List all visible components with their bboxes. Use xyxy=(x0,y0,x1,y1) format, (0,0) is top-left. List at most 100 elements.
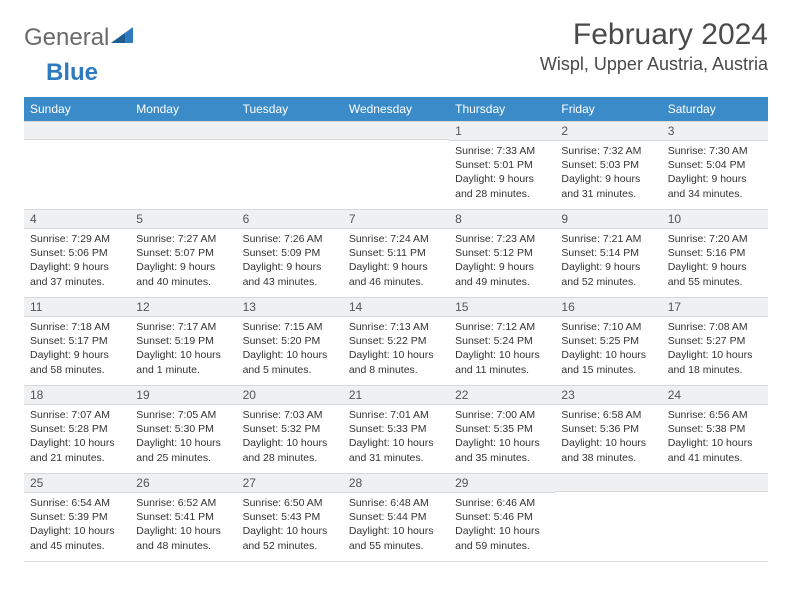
calendar-cell xyxy=(555,474,661,562)
day-detail-line: Sunrise: 7:30 AM xyxy=(668,144,762,158)
day-detail-line: Daylight: 9 hours and 31 minutes. xyxy=(561,172,655,200)
month-title: February 2024 xyxy=(540,18,768,52)
dayhdr-tue: Tuesday xyxy=(237,97,343,122)
day-detail-line: Daylight: 10 hours and 5 minutes. xyxy=(243,348,337,376)
day-detail-line: Daylight: 9 hours and 46 minutes. xyxy=(349,260,443,288)
day-detail-line: Sunrise: 7:12 AM xyxy=(455,320,549,334)
day-detail-line: Daylight: 10 hours and 45 minutes. xyxy=(30,524,124,552)
calendar-cell: 28Sunrise: 6:48 AMSunset: 5:44 PMDayligh… xyxy=(343,474,449,562)
day-detail-line: Daylight: 10 hours and 48 minutes. xyxy=(136,524,230,552)
day-details: Sunrise: 6:56 AMSunset: 5:38 PMDaylight:… xyxy=(662,405,768,469)
day-details: Sunrise: 7:05 AMSunset: 5:30 PMDaylight:… xyxy=(130,405,236,469)
day-details: Sunrise: 6:48 AMSunset: 5:44 PMDaylight:… xyxy=(343,493,449,557)
day-number xyxy=(24,122,130,140)
day-number: 24 xyxy=(662,386,768,405)
day-details: Sunrise: 6:54 AMSunset: 5:39 PMDaylight:… xyxy=(24,493,130,557)
day-detail-line: Sunrise: 6:50 AM xyxy=(243,496,337,510)
calendar-cell xyxy=(130,122,236,210)
day-number: 5 xyxy=(130,210,236,229)
day-detail-line: Sunset: 5:19 PM xyxy=(136,334,230,348)
calendar-cell: 9Sunrise: 7:21 AMSunset: 5:14 PMDaylight… xyxy=(555,210,661,298)
calendar-cell: 15Sunrise: 7:12 AMSunset: 5:24 PMDayligh… xyxy=(449,298,555,386)
day-detail-line: Daylight: 9 hours and 58 minutes. xyxy=(30,348,124,376)
calendar-cell: 17Sunrise: 7:08 AMSunset: 5:27 PMDayligh… xyxy=(662,298,768,386)
day-detail-line: Sunset: 5:06 PM xyxy=(30,246,124,260)
day-detail-line: Daylight: 10 hours and 18 minutes. xyxy=(668,348,762,376)
logo-triangle-icon xyxy=(111,24,133,52)
day-detail-line: Sunset: 5:04 PM xyxy=(668,158,762,172)
day-number: 9 xyxy=(555,210,661,229)
day-number: 1 xyxy=(449,122,555,141)
calendar-body: 1Sunrise: 7:33 AMSunset: 5:01 PMDaylight… xyxy=(24,122,768,562)
day-number: 8 xyxy=(449,210,555,229)
day-detail-line: Daylight: 10 hours and 41 minutes. xyxy=(668,436,762,464)
day-number: 6 xyxy=(237,210,343,229)
day-details: Sunrise: 7:33 AMSunset: 5:01 PMDaylight:… xyxy=(449,141,555,205)
day-detail-line: Sunset: 5:35 PM xyxy=(455,422,549,436)
calendar-cell: 18Sunrise: 7:07 AMSunset: 5:28 PMDayligh… xyxy=(24,386,130,474)
day-number: 4 xyxy=(24,210,130,229)
calendar-cell: 2Sunrise: 7:32 AMSunset: 5:03 PMDaylight… xyxy=(555,122,661,210)
day-detail-line: Sunrise: 7:03 AM xyxy=(243,408,337,422)
day-details: Sunrise: 7:15 AMSunset: 5:20 PMDaylight:… xyxy=(237,317,343,381)
day-detail-line: Sunrise: 7:13 AM xyxy=(349,320,443,334)
title-block: February 2024 Wispl, Upper Austria, Aust… xyxy=(540,18,768,75)
day-detail-line: Sunset: 5:17 PM xyxy=(30,334,124,348)
day-detail-line: Sunset: 5:28 PM xyxy=(30,422,124,436)
day-details: Sunrise: 7:08 AMSunset: 5:27 PMDaylight:… xyxy=(662,317,768,381)
calendar-cell: 16Sunrise: 7:10 AMSunset: 5:25 PMDayligh… xyxy=(555,298,661,386)
calendar-cell xyxy=(24,122,130,210)
day-details: Sunrise: 7:20 AMSunset: 5:16 PMDaylight:… xyxy=(662,229,768,293)
day-detail-line: Daylight: 9 hours and 52 minutes. xyxy=(561,260,655,288)
day-detail-line: Sunset: 5:36 PM xyxy=(561,422,655,436)
calendar-cell: 20Sunrise: 7:03 AMSunset: 5:32 PMDayligh… xyxy=(237,386,343,474)
day-detail-line: Sunrise: 7:01 AM xyxy=(349,408,443,422)
calendar-cell xyxy=(343,122,449,210)
day-number: 10 xyxy=(662,210,768,229)
day-detail-line: Sunset: 5:09 PM xyxy=(243,246,337,260)
day-number: 28 xyxy=(343,474,449,493)
day-details: Sunrise: 7:18 AMSunset: 5:17 PMDaylight:… xyxy=(24,317,130,381)
day-details: Sunrise: 7:12 AMSunset: 5:24 PMDaylight:… xyxy=(449,317,555,381)
day-number: 27 xyxy=(237,474,343,493)
dayhdr-fri: Friday xyxy=(555,97,661,122)
day-detail-line: Sunset: 5:24 PM xyxy=(455,334,549,348)
day-detail-line: Daylight: 10 hours and 38 minutes. xyxy=(561,436,655,464)
dayhdr-mon: Monday xyxy=(130,97,236,122)
day-detail-line: Sunset: 5:33 PM xyxy=(349,422,443,436)
day-details: Sunrise: 6:50 AMSunset: 5:43 PMDaylight:… xyxy=(237,493,343,557)
dayhdr-wed: Wednesday xyxy=(343,97,449,122)
day-number xyxy=(662,474,768,492)
day-details: Sunrise: 7:10 AMSunset: 5:25 PMDaylight:… xyxy=(555,317,661,381)
day-detail-line: Daylight: 10 hours and 31 minutes. xyxy=(349,436,443,464)
calendar-cell: 11Sunrise: 7:18 AMSunset: 5:17 PMDayligh… xyxy=(24,298,130,386)
day-detail-line: Daylight: 10 hours and 15 minutes. xyxy=(561,348,655,376)
calendar-cell: 29Sunrise: 6:46 AMSunset: 5:46 PMDayligh… xyxy=(449,474,555,562)
calendar-row: 1Sunrise: 7:33 AMSunset: 5:01 PMDaylight… xyxy=(24,122,768,210)
day-detail-line: Sunrise: 7:07 AM xyxy=(30,408,124,422)
calendar-row: 25Sunrise: 6:54 AMSunset: 5:39 PMDayligh… xyxy=(24,474,768,562)
day-detail-line: Daylight: 9 hours and 40 minutes. xyxy=(136,260,230,288)
calendar-cell xyxy=(662,474,768,562)
calendar-cell: 27Sunrise: 6:50 AMSunset: 5:43 PMDayligh… xyxy=(237,474,343,562)
day-detail-line: Sunrise: 7:18 AM xyxy=(30,320,124,334)
day-detail-line: Sunrise: 6:58 AM xyxy=(561,408,655,422)
day-detail-line: Daylight: 9 hours and 28 minutes. xyxy=(455,172,549,200)
day-detail-line: Daylight: 10 hours and 55 minutes. xyxy=(349,524,443,552)
day-detail-line: Sunrise: 7:29 AM xyxy=(30,232,124,246)
day-details: Sunrise: 7:21 AMSunset: 5:14 PMDaylight:… xyxy=(555,229,661,293)
day-number: 3 xyxy=(662,122,768,141)
location: Wispl, Upper Austria, Austria xyxy=(540,54,768,75)
day-detail-line: Sunset: 5:07 PM xyxy=(136,246,230,260)
day-detail-line: Sunset: 5:22 PM xyxy=(349,334,443,348)
day-detail-line: Sunrise: 7:10 AM xyxy=(561,320,655,334)
dayhdr-sun: Sunday xyxy=(24,97,130,122)
day-detail-line: Sunrise: 7:23 AM xyxy=(455,232,549,246)
brand-part1: General xyxy=(24,24,109,52)
day-detail-line: Daylight: 10 hours and 35 minutes. xyxy=(455,436,549,464)
calendar-row: 11Sunrise: 7:18 AMSunset: 5:17 PMDayligh… xyxy=(24,298,768,386)
day-details: Sunrise: 7:26 AMSunset: 5:09 PMDaylight:… xyxy=(237,229,343,293)
day-detail-line: Sunset: 5:14 PM xyxy=(561,246,655,260)
day-detail-line: Sunrise: 6:54 AM xyxy=(30,496,124,510)
day-details: Sunrise: 7:30 AMSunset: 5:04 PMDaylight:… xyxy=(662,141,768,205)
